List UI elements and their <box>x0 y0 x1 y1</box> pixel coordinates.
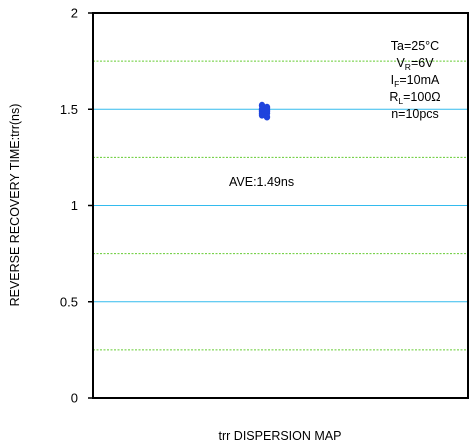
y-tick-label: 1 <box>71 198 78 213</box>
y-tick-label: 0.5 <box>60 294 78 309</box>
y-tick-label: 1.5 <box>60 102 78 117</box>
data-points <box>258 101 271 121</box>
condition-line: RL=100Ω <box>389 90 440 106</box>
y-axis-label: REVERSE RECOVERY TIME:trr(ns) <box>8 104 22 307</box>
x-axis-label: trr DISPERSION MAP <box>219 429 342 443</box>
average-annotation: AVE:1.49ns <box>229 175 294 189</box>
grid-lines <box>93 60 468 351</box>
y-tick-label: 0 <box>71 391 78 406</box>
y-tick-labels: 0 0.5 1 1.5 2 <box>60 6 93 406</box>
condition-line: n=10pcs <box>391 107 439 121</box>
data-point <box>263 113 271 121</box>
y-tick-label: 2 <box>71 6 78 21</box>
data-point <box>258 111 266 119</box>
condition-line: VR=6V <box>396 56 434 72</box>
condition-line: Ta=25°C <box>391 39 439 53</box>
condition-line: IF=10mA <box>391 73 440 89</box>
